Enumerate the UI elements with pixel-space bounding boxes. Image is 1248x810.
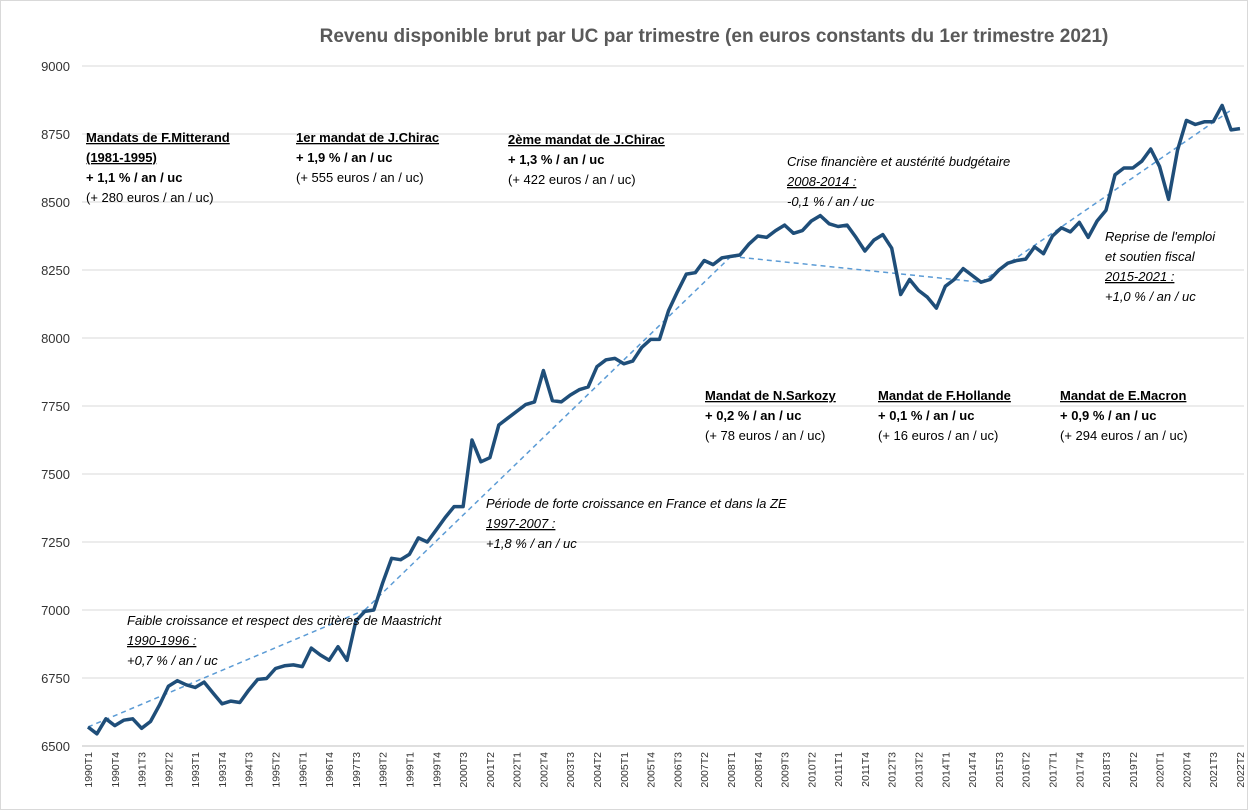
x-tick-label: 2021T3 xyxy=(1208,752,1220,788)
x-tick-label: 2012T3 xyxy=(887,752,899,788)
x-tick-label: 1995T2 xyxy=(271,752,283,788)
x-tick-label: 2001T2 xyxy=(485,752,497,788)
y-tick-label: 7750 xyxy=(41,399,70,414)
data-line xyxy=(86,103,1241,736)
annotation: + 0,9 % / an / uc xyxy=(1060,408,1156,423)
y-tick-label: 6750 xyxy=(41,671,70,686)
y-tick-label: 8500 xyxy=(41,195,70,210)
x-tick-label: 1990T4 xyxy=(110,752,122,788)
y-tick-label: 7500 xyxy=(41,467,70,482)
x-tick-label: 2010T2 xyxy=(806,752,818,788)
annotation: Mandat de E.Macron xyxy=(1060,388,1186,403)
annotation: (+ 78 euros / an / uc) xyxy=(705,428,825,443)
x-tick-label: 2019T2 xyxy=(1128,752,1140,788)
trend-line xyxy=(364,255,732,611)
annotation: et soutien fiscal xyxy=(1105,249,1196,264)
x-tick-label: 2018T3 xyxy=(1101,752,1113,788)
annotation: + 0,2 % / an / uc xyxy=(705,408,801,423)
annotation: Mandats de F.Mitterand xyxy=(86,130,230,145)
x-tick-label: 1990T1 xyxy=(83,752,95,788)
x-tick-label: 2014T4 xyxy=(967,752,979,788)
annotation: Période de forte croissance en France et… xyxy=(486,496,787,511)
annotation: Mandat de F.Hollande xyxy=(878,388,1011,403)
chart-title: Revenu disponible brut par UC par trimes… xyxy=(320,26,1109,47)
x-tick-label: 2017T1 xyxy=(1047,752,1059,788)
annotation: + 0,1 % / an / uc xyxy=(878,408,974,423)
annotation: Crise financière et austérité budgétaire xyxy=(787,154,1010,169)
annotation: Reprise de l'emploi xyxy=(1105,229,1216,244)
x-tick-label: 2007T2 xyxy=(699,752,711,788)
annotation: +1,0 % / an / uc xyxy=(1105,289,1196,304)
x-tick-label: 2002T1 xyxy=(512,752,524,788)
x-tick-label: 2003T3 xyxy=(565,752,577,788)
x-tick-label: 2020T4 xyxy=(1181,752,1193,788)
x-tick-label: 1993T1 xyxy=(190,752,202,788)
x-tick-label: 2016T2 xyxy=(1021,752,1033,788)
x-tick-label: 1998T2 xyxy=(378,752,390,788)
x-tick-label: 1992T2 xyxy=(163,752,175,788)
y-tick-label: 9000 xyxy=(41,59,70,74)
annotation: Mandat de N.Sarkozy xyxy=(705,388,837,403)
annotation: 2015-2021 : xyxy=(1104,269,1175,284)
x-tick-label: 2009T3 xyxy=(780,752,792,788)
annotation: 1997-2007 : xyxy=(486,516,556,531)
annotation: + 1,3 % / an / uc xyxy=(508,152,604,167)
x-tick-label: 2006T3 xyxy=(672,752,684,788)
x-tick-label: 1996T1 xyxy=(297,752,309,788)
annotation: + 1,1 % / an / uc xyxy=(86,170,182,185)
x-tick-label: 2008T4 xyxy=(753,752,765,788)
annotation: 2008-2014 : xyxy=(786,174,857,189)
x-tick-label: 2008T1 xyxy=(726,752,738,788)
annotation: Faible croissance et respect des critère… xyxy=(127,613,443,628)
trend-line xyxy=(980,109,1232,283)
x-tick-label: 2002T4 xyxy=(538,752,550,788)
annotation: +1,8 % / an / uc xyxy=(486,536,577,551)
x-tick-label: 2013T2 xyxy=(914,752,926,788)
x-tick-label: 2015T3 xyxy=(994,752,1006,788)
annotation: (+ 280 euros / an / uc) xyxy=(86,190,214,205)
x-tick-label: 1991T3 xyxy=(137,752,149,788)
y-tick-label: 8250 xyxy=(41,263,70,278)
y-tick-label: 8750 xyxy=(41,127,70,142)
x-tick-label: 1999T4 xyxy=(431,752,443,788)
x-tick-label: 2017T4 xyxy=(1074,752,1086,788)
x-tick-label: 1994T3 xyxy=(244,752,256,788)
annotation: 1990-1996 : xyxy=(127,633,197,648)
y-tick-label: 6500 xyxy=(41,739,70,754)
annotation: (+ 294 euros / an / uc) xyxy=(1060,428,1188,443)
annotation: (1981-1995) xyxy=(86,150,157,165)
x-tick-label: 1993T4 xyxy=(217,752,229,788)
x-tick-label: 2000T3 xyxy=(458,752,470,788)
annotation: + 1,9 % / an / uc xyxy=(296,150,392,165)
annotation: 2ème mandat de J.Chirac xyxy=(508,132,665,147)
x-tick-label: 2014T1 xyxy=(940,752,952,788)
x-tick-label: 1999T1 xyxy=(404,752,416,788)
y-tick-label: 7000 xyxy=(41,603,70,618)
annotation: (+ 555 euros / an / uc) xyxy=(296,170,424,185)
trend-line xyxy=(730,255,982,283)
y-tick-label: 8000 xyxy=(41,331,70,346)
x-tick-label: 2022T2 xyxy=(1235,752,1247,788)
x-tick-label: 2011T1 xyxy=(833,752,845,787)
annotation: (+ 16 euros / an / uc) xyxy=(878,428,998,443)
x-tick-label: 2020T1 xyxy=(1155,752,1167,788)
annotation: +0,7 % / an / uc xyxy=(127,653,218,668)
x-tick-label: 2004T2 xyxy=(592,752,604,788)
x-tick-label: 1997T3 xyxy=(351,752,363,788)
annotation: (+ 422 euros / an / uc) xyxy=(508,172,636,187)
x-tick-label: 2011T4 xyxy=(860,752,872,787)
y-tick-label: 7250 xyxy=(41,535,70,550)
x-tick-label: 1996T4 xyxy=(324,752,336,788)
x-tick-label: 2005T4 xyxy=(646,752,658,788)
annotation: 1er mandat de J.Chirac xyxy=(296,130,439,145)
x-tick-label: 2005T1 xyxy=(619,752,631,788)
annotation: -0,1 % / an / uc xyxy=(787,194,875,209)
